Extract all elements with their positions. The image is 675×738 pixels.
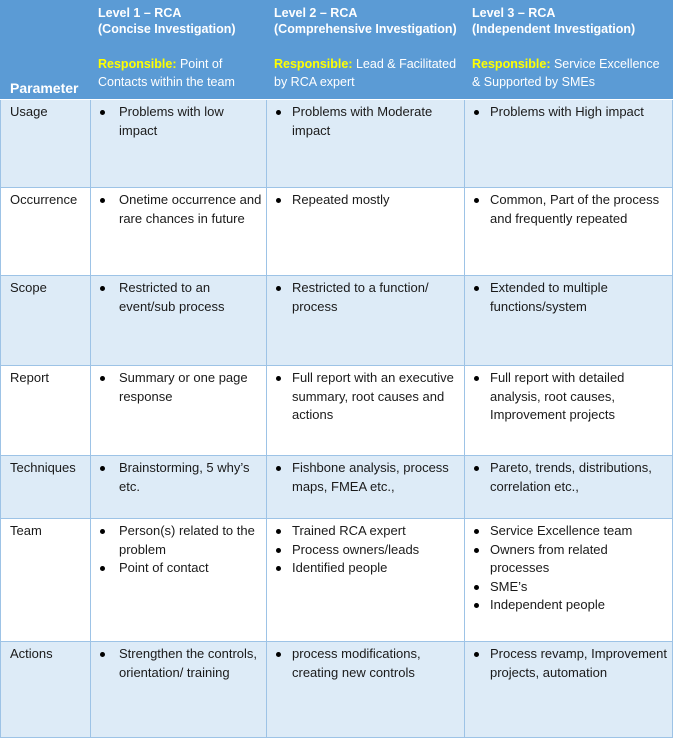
level-2-cell: Problems with Moderate impact xyxy=(266,99,465,188)
level-3-cell: Common, Part of the process and frequent… xyxy=(464,187,673,276)
level-1-cell: Onetime occurrence and rare chances in f… xyxy=(90,187,267,276)
parameter-cell: Scope xyxy=(0,275,91,366)
level-3-cell: Pareto, trends, distributions, correlati… xyxy=(464,455,673,519)
parameter-cell: Report xyxy=(0,365,91,456)
responsible-text: Lead & Facilitated by RCA expert xyxy=(274,57,457,89)
level-1-cell: Summary or one page response xyxy=(90,365,267,456)
level-2-subtitle: (Comprehensive Investigation) xyxy=(274,22,457,36)
level-1-cell: Brainstorming, 5 why’s etc. xyxy=(90,455,267,519)
list-item: Full report with detailed analysis, root… xyxy=(472,369,668,425)
list-item: Person(s) related to the problem xyxy=(98,522,262,559)
level-3-responsible: Responsible: Service Excellence & Suppor… xyxy=(472,55,666,91)
level-2-cell: Trained RCA expert Process owners/leads … xyxy=(266,518,465,642)
responsible-label: Responsible: xyxy=(274,57,353,71)
responsible-text: Service Excellence & Supported by SMEs xyxy=(472,57,660,89)
parameter-cell: Team xyxy=(0,518,91,642)
level-3-title: Level 3 – RCA xyxy=(472,6,556,20)
level-2-responsible: Responsible: Lead & Facilitated by RCA e… xyxy=(274,55,458,91)
level-2-header: Level 2 – RCA (Comprehensive Investigati… xyxy=(266,0,465,100)
header-row: Parameter Level 1 – RCA (Concise Investi… xyxy=(0,0,673,100)
table-row-occurrence: Occurrence Onetime occurrence and rare c… xyxy=(0,187,673,276)
list-item: Repeated mostly xyxy=(274,191,460,210)
parameter-cell: Actions xyxy=(0,641,91,738)
list-item: Onetime occurrence and rare chances in f… xyxy=(98,191,262,228)
level-2-cell: Restricted to a function/ process xyxy=(266,275,465,366)
level-2-cell: Fishbone analysis, process maps, FMEA et… xyxy=(266,455,465,519)
list-item: Extended to multiple functions/system xyxy=(472,279,668,316)
parameter-cell: Techniques xyxy=(0,455,91,519)
level-2-cell: Full report with an executive summary, r… xyxy=(266,365,465,456)
level-3-cell: Service Excellence team Owners from rela… xyxy=(464,518,673,642)
list-item: Full report with an executive summary, r… xyxy=(274,369,460,425)
list-item: Pareto, trends, distributions, correlati… xyxy=(472,459,668,496)
list-item: Brainstorming, 5 why’s etc. xyxy=(98,459,262,496)
list-item: Restricted to a function/ process xyxy=(274,279,460,316)
level-2-cell: Repeated mostly xyxy=(266,187,465,276)
list-item: process modifications, creating new cont… xyxy=(274,645,460,682)
level-1-cell: Strengthen the controls, orientation/ tr… xyxy=(90,641,267,738)
level-3-subtitle: (Independent Investigation) xyxy=(472,22,636,36)
parameter-cell: Usage xyxy=(0,99,91,188)
list-item: Common, Part of the process and frequent… xyxy=(472,191,668,228)
level-1-title: Level 1 – RCA xyxy=(98,6,182,20)
table-row-usage: Usage Problems with low impact Problems … xyxy=(0,99,673,188)
list-item: Problems with low impact xyxy=(98,103,262,140)
level-1-responsible: Responsible: Point of Contacts within th… xyxy=(98,55,260,91)
table-row-report: Report Summary or one page response Full… xyxy=(0,365,673,456)
level-2-title: Level 2 – RCA xyxy=(274,6,358,20)
list-item: Process revamp, Improvement projects, au… xyxy=(472,645,668,682)
list-item: Summary or one page response xyxy=(98,369,262,406)
responsible-label: Responsible: xyxy=(472,57,551,71)
list-item: Fishbone analysis, process maps, FMEA et… xyxy=(274,459,460,496)
level-1-subtitle: (Concise Investigation) xyxy=(98,22,236,36)
list-item: Strengthen the controls, orientation/ tr… xyxy=(98,645,262,682)
level-1-cell: Restricted to an event/sub process xyxy=(90,275,267,366)
responsible-label: Responsible: xyxy=(98,57,177,71)
level-1-cell: Problems with low impact xyxy=(90,99,267,188)
level-3-cell: Process revamp, Improvement projects, au… xyxy=(464,641,673,738)
parameter-cell: Occurrence xyxy=(0,187,91,276)
table-row-techniques: Techniques Brainstorming, 5 why’s etc. F… xyxy=(0,455,673,519)
list-item: Trained RCA expert xyxy=(274,522,460,541)
list-item: SME’s xyxy=(472,578,668,597)
list-item: Restricted to an event/sub process xyxy=(98,279,262,316)
responsible-text: Point of Contacts within the team xyxy=(98,57,235,89)
level-3-cell: Full report with detailed analysis, root… xyxy=(464,365,673,456)
list-item: Service Excellence team xyxy=(472,522,668,541)
list-item: Identified people xyxy=(274,559,460,578)
parameter-column-header: Parameter xyxy=(0,0,91,100)
list-item: Problems with High impact xyxy=(472,103,668,122)
level-2-cell: process modifications, creating new cont… xyxy=(266,641,465,738)
list-item: Process owners/leads xyxy=(274,541,460,560)
table-row-actions: Actions Strengthen the controls, orienta… xyxy=(0,641,673,738)
level-3-header: Level 3 – RCA (Independent Investigation… xyxy=(464,0,673,100)
list-item: Problems with Moderate impact xyxy=(274,103,460,140)
table-row-team: Team Person(s) related to the problem Po… xyxy=(0,518,673,642)
level-1-cell: Person(s) related to the problem Point o… xyxy=(90,518,267,642)
list-item: Point of contact xyxy=(98,559,262,578)
level-3-cell: Problems with High impact xyxy=(464,99,673,188)
list-item: Independent people xyxy=(472,596,668,615)
table-row-scope: Scope Restricted to an event/sub process… xyxy=(0,275,673,366)
level-1-header: Level 1 – RCA (Concise Investigation) Re… xyxy=(90,0,267,100)
level-3-cell: Extended to multiple functions/system xyxy=(464,275,673,366)
list-item: Owners from related processes xyxy=(472,541,668,578)
